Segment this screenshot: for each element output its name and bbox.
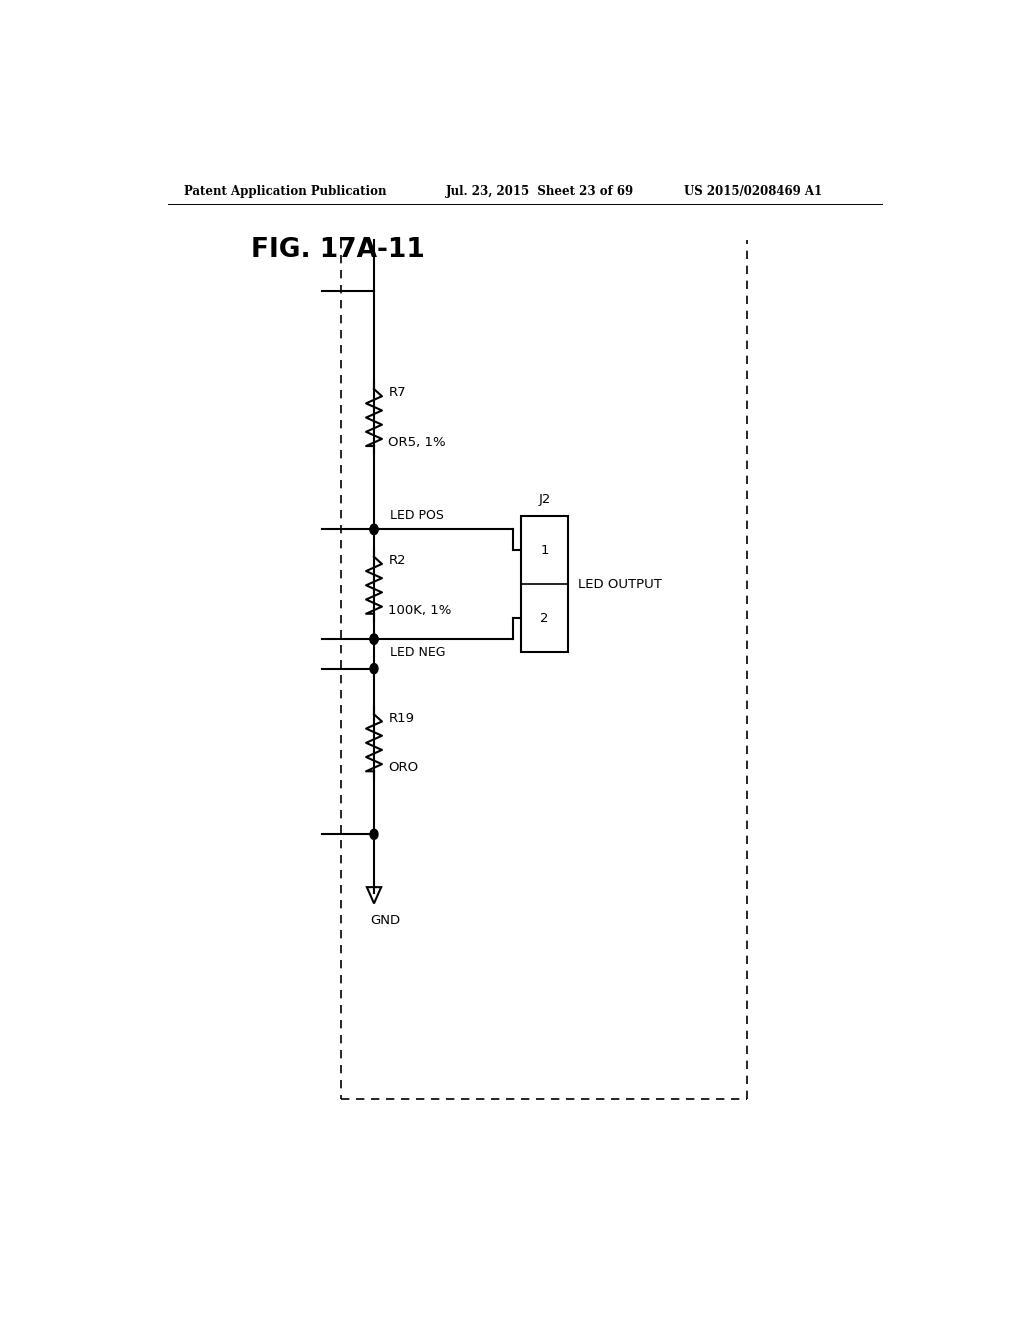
Text: R2: R2 xyxy=(388,554,406,568)
Bar xyxy=(521,516,568,652)
Text: 1: 1 xyxy=(541,544,549,557)
Text: LED NEG: LED NEG xyxy=(390,647,445,659)
Circle shape xyxy=(370,634,378,644)
Text: LED POS: LED POS xyxy=(390,510,443,523)
Text: ORO: ORO xyxy=(388,762,419,774)
Text: FIG. 17A-11: FIG. 17A-11 xyxy=(251,236,425,263)
Text: LED OUTPUT: LED OUTPUT xyxy=(578,578,662,591)
Text: R19: R19 xyxy=(388,711,415,725)
Circle shape xyxy=(370,524,378,535)
Text: Patent Application Publication: Patent Application Publication xyxy=(183,185,386,198)
Text: 2: 2 xyxy=(541,612,549,624)
Circle shape xyxy=(370,829,378,840)
Text: 100K, 1%: 100K, 1% xyxy=(388,603,452,616)
Text: Jul. 23, 2015  Sheet 23 of 69: Jul. 23, 2015 Sheet 23 of 69 xyxy=(445,185,634,198)
Circle shape xyxy=(370,664,378,673)
Text: GND: GND xyxy=(370,913,400,927)
Circle shape xyxy=(370,634,378,644)
Text: R7: R7 xyxy=(388,387,406,399)
Circle shape xyxy=(370,524,378,535)
Text: OR5, 1%: OR5, 1% xyxy=(388,436,445,449)
Text: US 2015/0208469 A1: US 2015/0208469 A1 xyxy=(684,185,821,198)
Text: J2: J2 xyxy=(539,492,551,506)
